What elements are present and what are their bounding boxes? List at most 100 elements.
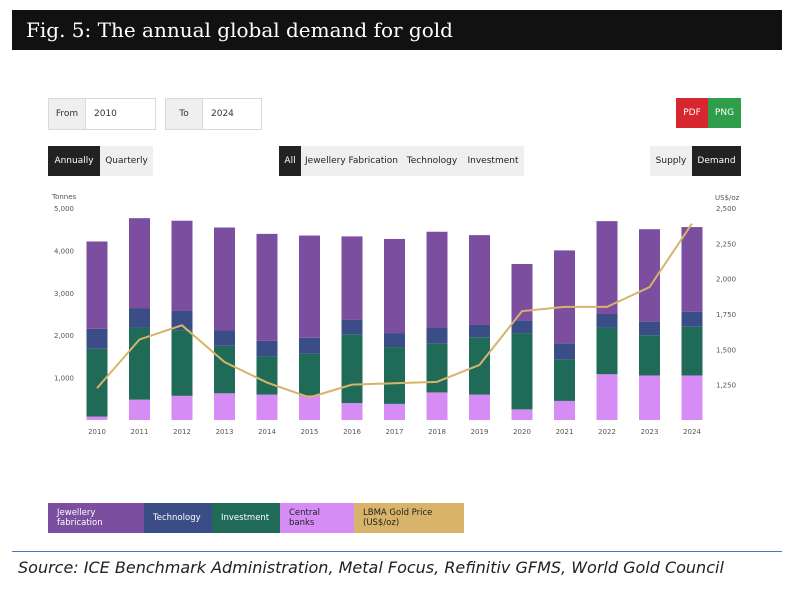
filter-all-button[interactable]: All (279, 146, 301, 176)
bar-jewellery[interactable] (171, 220, 193, 311)
bar-central-banks[interactable] (469, 394, 490, 420)
bar-technology[interactable] (86, 328, 108, 349)
legend-gold-price[interactable]: LBMA Gold Price (US$/oz) (354, 503, 464, 533)
x-tick-label: 2012 (173, 428, 191, 436)
bar-technology[interactable] (426, 327, 448, 344)
bar-central-banks[interactable] (341, 403, 363, 420)
divider (12, 551, 782, 552)
gold-price-line (96, 222, 693, 399)
bar-technology[interactable] (596, 314, 618, 328)
bar-technology[interactable] (214, 330, 235, 346)
bar-investment[interactable] (86, 348, 108, 417)
bar-jewellery[interactable] (554, 250, 575, 344)
legend-central-banks[interactable]: Central banks (280, 503, 354, 533)
bar-jewellery[interactable] (511, 263, 533, 321)
bar-jewellery[interactable] (469, 235, 490, 325)
bar-investment[interactable] (554, 359, 575, 401)
y2-tick-label: 2,500 (716, 205, 736, 213)
from-input[interactable]: 2010 (94, 109, 117, 119)
bar-technology[interactable] (554, 343, 575, 360)
bar-investment[interactable] (129, 327, 150, 400)
bar-investment[interactable] (596, 327, 618, 375)
bar-technology[interactable] (299, 337, 320, 354)
bar-central-banks[interactable] (639, 375, 660, 420)
x-tick-label: 2018 (428, 428, 446, 436)
bar-jewellery[interactable] (299, 235, 320, 338)
bar-central-banks[interactable] (554, 400, 575, 420)
bar-central-banks[interactable] (384, 403, 405, 420)
gold-demand-chart: Tonnes US$/oz 1,0002,0003,0004,0005,000 … (51, 193, 740, 436)
x-tick-label: 2016 (343, 428, 361, 436)
quarterly-button[interactable]: Quarterly (100, 146, 153, 176)
png-button[interactable]: PNG (708, 98, 741, 128)
bar-jewellery[interactable] (384, 238, 405, 334)
bar-technology[interactable] (681, 311, 703, 327)
bar-jewellery[interactable] (681, 227, 703, 312)
y-tick-label: 1,000 (54, 375, 74, 383)
y-tick-label: 5,000 (54, 205, 74, 213)
bar-central-banks[interactable] (426, 392, 448, 420)
bar-technology[interactable] (639, 321, 660, 336)
bar-investment[interactable] (384, 347, 405, 404)
bar-jewellery[interactable] (341, 236, 363, 320)
bar-jewellery[interactable] (596, 221, 618, 314)
bar-central-banks[interactable] (596, 374, 618, 420)
pdf-button[interactable]: PDF (676, 98, 708, 128)
filter-investment-button[interactable]: Investment (462, 146, 524, 176)
bar-technology[interactable] (384, 333, 405, 348)
filter-technology-button[interactable]: Technology (402, 146, 462, 176)
bar-central-banks[interactable] (511, 409, 533, 420)
bar-central-banks[interactable] (129, 399, 150, 420)
y-tick-label: 4,000 (54, 247, 74, 255)
bar-central-banks[interactable] (256, 394, 278, 420)
x-tick-label: 2017 (386, 428, 404, 436)
demand-button[interactable]: Demand (692, 146, 741, 176)
bar-jewellery[interactable] (426, 231, 448, 328)
annually-button[interactable]: Annually (48, 146, 100, 176)
x-tick-label: 2015 (301, 428, 319, 436)
bar-central-banks[interactable] (299, 395, 320, 420)
bar-jewellery[interactable] (214, 227, 235, 331)
x-tick-label: 2010 (88, 428, 106, 436)
y2-tick-label: 1,750 (716, 311, 736, 319)
bar-jewellery[interactable] (86, 241, 108, 329)
bar-central-banks[interactable] (171, 395, 193, 420)
legend-investment[interactable]: Investment (212, 503, 280, 533)
figure-title: Fig. 5: The annual global demand for gol… (12, 10, 782, 50)
bar-investment[interactable] (639, 335, 660, 376)
bar-investment[interactable] (681, 326, 703, 376)
x-tick-label: 2011 (131, 428, 149, 436)
bar-technology[interactable] (469, 324, 490, 338)
bar-central-banks[interactable] (214, 393, 235, 420)
bar-technology[interactable] (341, 319, 363, 335)
y2-tick-label: 2,000 (716, 276, 736, 284)
y2-tick-label: 1,250 (716, 382, 736, 390)
x-tick-label: 2019 (471, 428, 489, 436)
from-date-field[interactable]: From 2010 (48, 98, 156, 130)
bar-technology[interactable] (129, 308, 150, 328)
x-tick-label: 2021 (556, 428, 574, 436)
supply-button[interactable]: Supply (650, 146, 692, 176)
bar-investment[interactable] (214, 345, 235, 394)
legend-technology[interactable]: Technology (144, 503, 212, 533)
legend-jewellery[interactable]: Jewellery fabrication (48, 503, 144, 533)
bar-technology[interactable] (256, 340, 278, 357)
bar-investment[interactable] (511, 333, 533, 410)
bar-jewellery[interactable] (639, 229, 660, 322)
bar-investment[interactable] (341, 334, 363, 404)
bar-jewellery[interactable] (256, 233, 278, 341)
bar-investment[interactable] (256, 356, 278, 395)
bar-central-banks[interactable] (86, 416, 108, 420)
bar-investment[interactable] (299, 353, 320, 396)
to-date-field[interactable]: To 2024 (165, 98, 262, 130)
bar-technology[interactable] (171, 310, 193, 331)
bar-investment[interactable] (426, 343, 448, 393)
bar-investment[interactable] (171, 330, 193, 396)
y2-tick-label: 2,250 (716, 240, 736, 248)
filter-jewellery-button[interactable]: Jewellery Fabrication (301, 146, 402, 176)
bar-jewellery[interactable] (129, 218, 150, 309)
bar-central-banks[interactable] (681, 375, 703, 420)
y-tick-label: 3,000 (54, 290, 74, 298)
bar-technology[interactable] (511, 320, 533, 334)
to-input[interactable]: 2024 (211, 109, 234, 119)
